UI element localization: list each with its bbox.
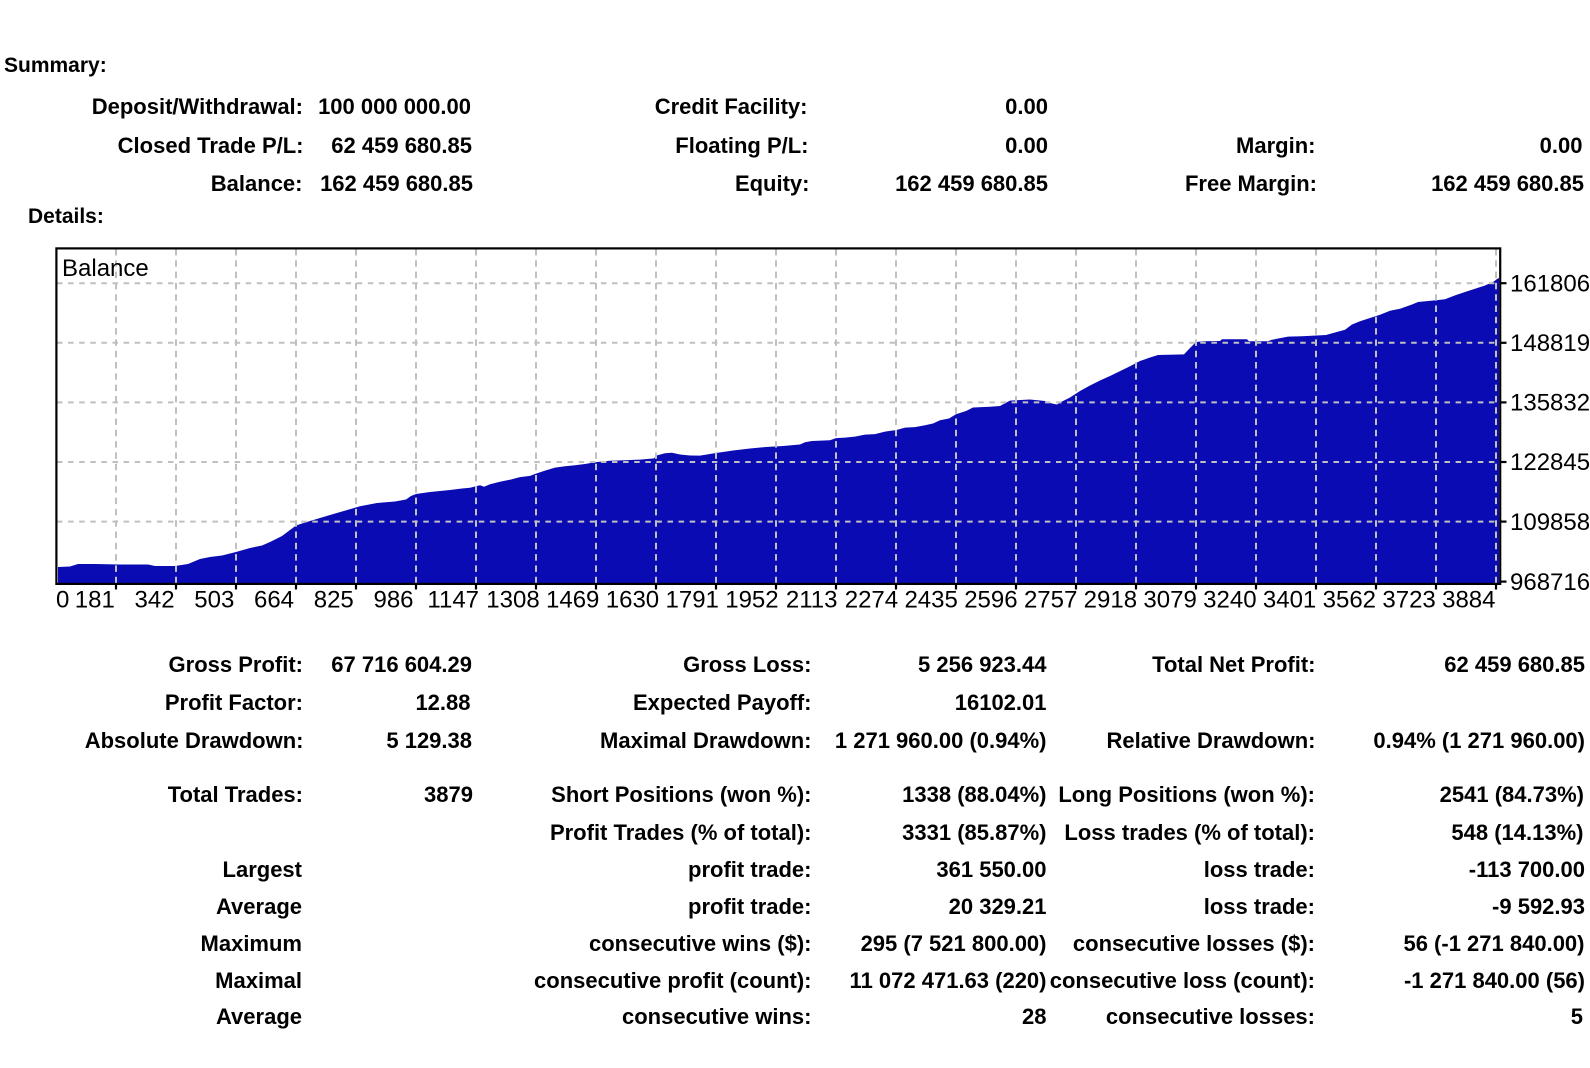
svg-text:664: 664: [254, 587, 294, 614]
svg-text:1147: 1147: [427, 587, 479, 614]
svg-text:148819: 148819: [1510, 330, 1590, 357]
svg-text:968716: 968716: [1510, 569, 1590, 596]
svg-text:2918: 2918: [1084, 587, 1137, 614]
svg-text:2596: 2596: [964, 587, 1017, 614]
svg-text:161806: 161806: [1510, 270, 1590, 297]
svg-text:Balance: Balance: [62, 255, 149, 282]
svg-text:3240: 3240: [1203, 587, 1256, 614]
svg-text:3723: 3723: [1382, 587, 1435, 614]
svg-text:1952: 1952: [725, 587, 778, 614]
svg-text:503: 503: [194, 587, 234, 614]
svg-text:181: 181: [75, 587, 115, 614]
svg-text:1469: 1469: [546, 587, 599, 614]
svg-text:109858: 109858: [1510, 509, 1590, 536]
svg-text:2274: 2274: [845, 587, 898, 614]
svg-text:1791: 1791: [666, 587, 719, 614]
svg-text:122845: 122845: [1510, 449, 1590, 476]
svg-text:1630: 1630: [606, 587, 659, 614]
svg-text:135832: 135832: [1510, 390, 1590, 417]
svg-text:825: 825: [314, 587, 354, 614]
svg-text:3401: 3401: [1263, 587, 1316, 614]
svg-text:342: 342: [135, 587, 175, 614]
svg-text:1308: 1308: [486, 587, 539, 614]
svg-text:3079: 3079: [1143, 587, 1196, 614]
svg-text:3884: 3884: [1442, 587, 1495, 614]
svg-text:2113: 2113: [786, 587, 838, 614]
svg-text:2757: 2757: [1024, 587, 1077, 614]
svg-text:3562: 3562: [1323, 587, 1376, 614]
svg-text:2435: 2435: [904, 587, 957, 614]
svg-text:986: 986: [373, 587, 413, 614]
svg-text:0: 0: [56, 587, 69, 614]
